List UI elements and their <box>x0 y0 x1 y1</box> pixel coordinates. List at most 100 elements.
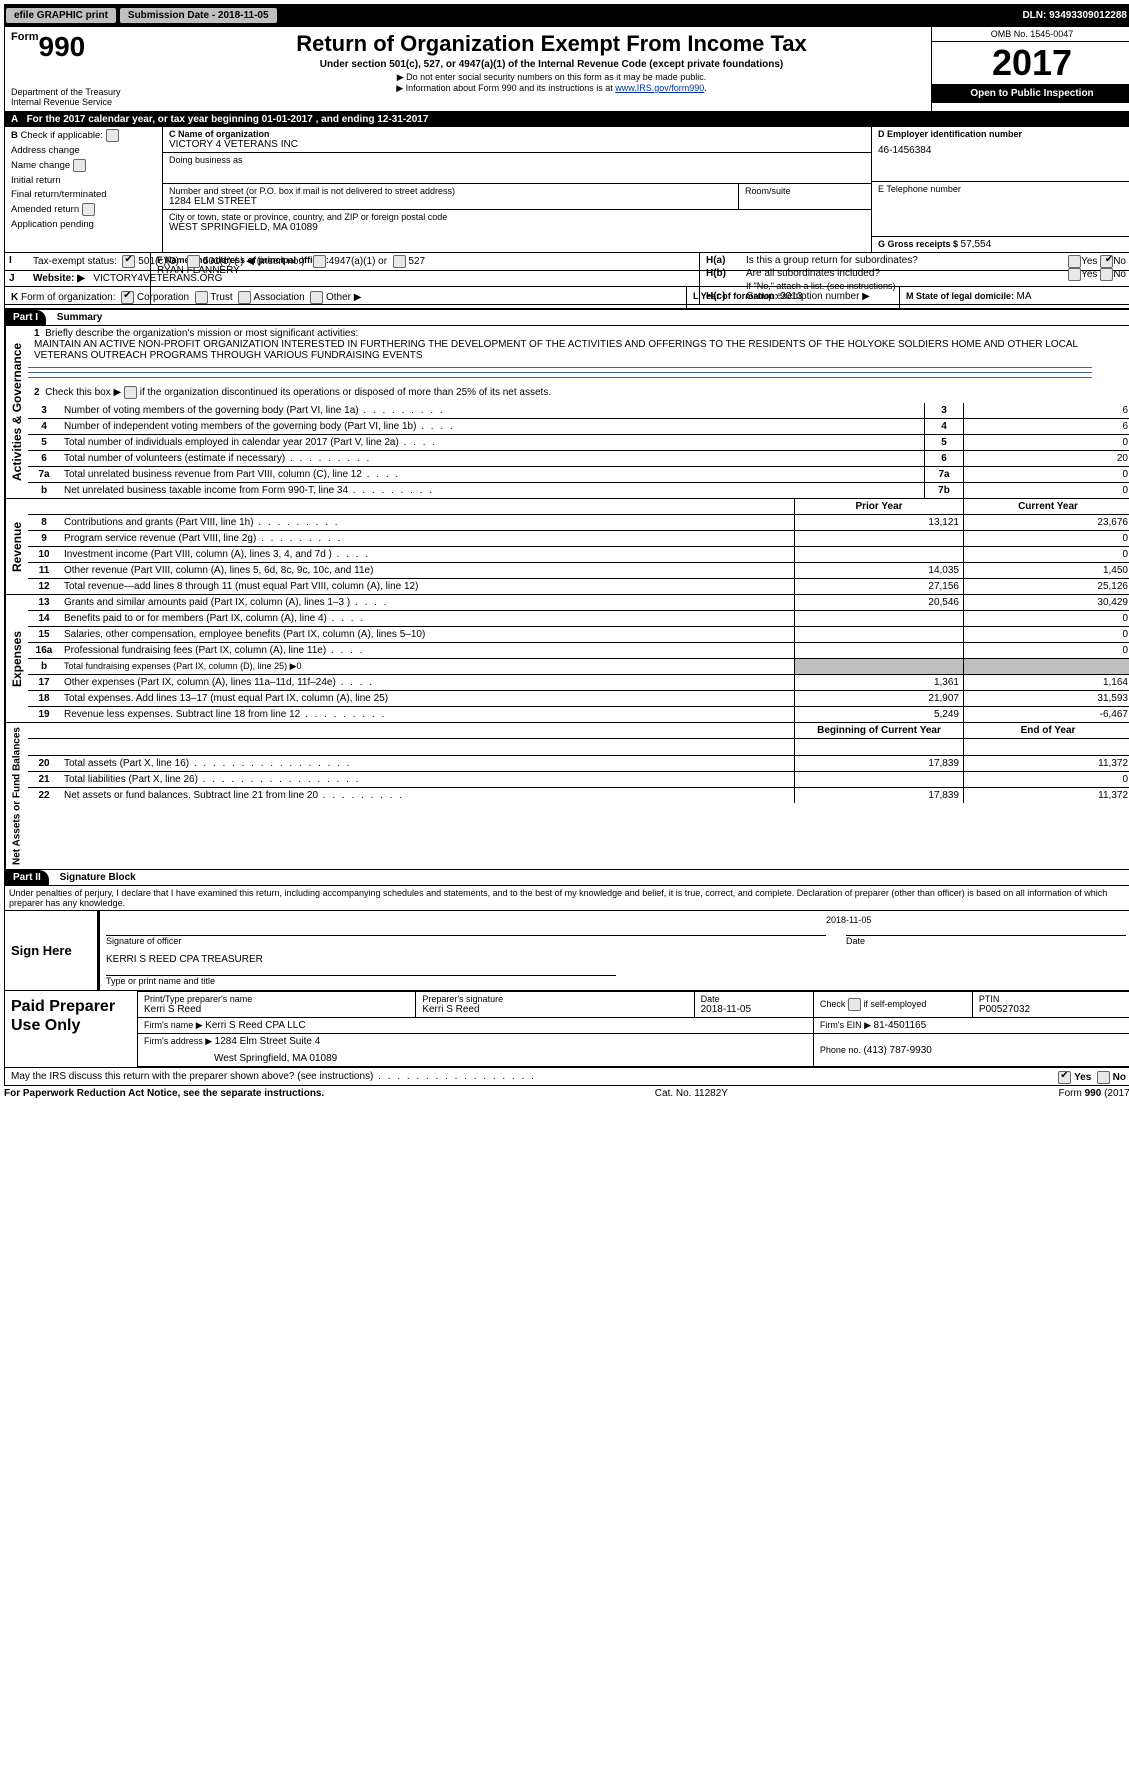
header-row: Prior YearCurrent Year <box>28 499 1129 515</box>
k-content: K Form of organization: Corporation Trus… <box>5 287 686 308</box>
table-row: 12Total revenue—add lines 8 through 11 (… <box>28 579 1129 595</box>
submission-date-label: Submission Date - <box>128 10 218 21</box>
side-expenses: Expenses <box>5 595 28 722</box>
c-city-cell: City or town, state or province, country… <box>163 210 871 235</box>
i-opt-2: 4947(a)(1) or <box>329 256 387 267</box>
table-row: 17Other expenses (Part IX, column (A), l… <box>28 675 1129 691</box>
note-ssn: ▶ Do not enter social security numbers o… <box>178 72 925 83</box>
line-a-text: For the 2017 calendar year, or tax year … <box>27 114 313 125</box>
firm-name-label: Firm's name ▶ <box>144 1020 205 1030</box>
checkbox-amended[interactable] <box>82 203 95 216</box>
footer-left: For Paperwork Reduction Act Notice, see … <box>4 1088 324 1099</box>
side-gov: Activities & Governance <box>5 326 28 498</box>
i-content: Tax-exempt status: 501(c)(3) 501(c) ( ) … <box>29 253 712 270</box>
checkbox-assoc[interactable] <box>238 291 251 304</box>
table-row: 6Total number of volunteers (estimate if… <box>28 451 1129 467</box>
c-city-label: City or town, state or province, country… <box>169 212 865 222</box>
ptin-value: P00527032 <box>979 1004 1125 1015</box>
footer-cat: Cat. No. 11282Y <box>655 1088 728 1099</box>
discuss-row: May the IRS discuss this return with the… <box>5 1067 1129 1085</box>
sig-date-label: Date <box>846 935 1126 946</box>
blank-line-2 <box>28 372 1092 373</box>
table-row: 14Benefits paid to or for members (Part … <box>28 611 1129 627</box>
checkbox-discontinued[interactable] <box>124 386 137 399</box>
preparer-date: 2018-11-05 <box>701 1004 807 1015</box>
discuss-text: May the IRS discuss this return with the… <box>11 1071 536 1082</box>
submission-date-value: 2018-11-05 <box>218 10 269 21</box>
expenses-section: Expenses 13Grants and similar amounts pa… <box>5 594 1129 722</box>
firm-phone: (413) 787-9930 <box>863 1045 931 1056</box>
b-item-1: Name change <box>11 160 70 171</box>
checkbox-self-employed[interactable] <box>848 998 861 1011</box>
k-opt-3: Other ▶ <box>326 292 361 303</box>
b-item-0: Address change <box>11 145 156 156</box>
l-content: L Year of formation: 2013 <box>686 287 899 308</box>
sign-here-block: Sign Here 2018-11-05 Signature of office… <box>5 910 1129 991</box>
c-dba-cell: Doing business as <box>163 153 871 184</box>
p-h2: Preparer's signature <box>422 994 687 1004</box>
net-table: Beginning of Current YearEnd of Year 20T… <box>28 723 1129 803</box>
gross-receipts: 57,554 <box>961 239 992 250</box>
entity-block: B Check if applicable: Address change Na… <box>5 127 1129 253</box>
checkbox-address-change[interactable] <box>106 129 119 142</box>
dln: DLN: 93493309012288 <box>1022 10 1129 21</box>
line-1: 1 Briefly describe the organization's mi… <box>28 326 1129 363</box>
omb-number: OMB No. 1545-0047 <box>932 27 1129 42</box>
table-row: bNet unrelated business taxable income f… <box>28 483 1129 499</box>
checkbox-501c3[interactable] <box>122 255 135 268</box>
table-row: 18Total expenses. Add lines 13–17 (must … <box>28 691 1129 707</box>
checkbox-527[interactable] <box>393 255 406 268</box>
k-opt-1: Trust <box>210 292 232 303</box>
form-subtitle: Under section 501(c), 527, or 4947(a)(1)… <box>238 59 865 70</box>
q1-label: Briefly describe the organization's miss… <box>45 328 358 339</box>
open-to-public: Open to Public Inspection <box>932 84 1129 103</box>
c-room-label: Room/suite <box>745 186 865 196</box>
checkbox-corp[interactable] <box>121 291 134 304</box>
gov-table: 3Number of voting members of the governi… <box>28 403 1129 498</box>
c-name-label: C Name of organization <box>169 129 865 139</box>
table-row: 3Number of voting members of the governi… <box>28 403 1129 419</box>
part-i-title: Summary <box>49 312 103 323</box>
box-e: E Telephone number <box>872 182 1129 237</box>
org-name: VICTORY 4 VETERANS INC <box>169 139 865 150</box>
g-label: G Gross receipts $ <box>878 239 961 249</box>
checkbox-501c[interactable] <box>187 255 200 268</box>
c-street-row: Number and street (or P.O. box if mail i… <box>163 184 871 210</box>
c-room-cell: Room/suite <box>738 184 871 209</box>
irs-link[interactable]: www.IRS.gov/form990 <box>615 83 704 93</box>
checkbox-discuss-no[interactable] <box>1097 1071 1110 1084</box>
blank-line-1 <box>28 367 1092 368</box>
section-b: B Check if applicable: Address change Na… <box>5 127 163 252</box>
p-h5: PTIN <box>979 994 1125 1004</box>
firm-addr-label: Firm's address ▶ <box>144 1036 215 1046</box>
l-label: L Year of formation: <box>693 291 780 301</box>
m-content: M State of legal domicile: MA <box>899 287 1129 308</box>
footer-right: Form 990 (2017) <box>1059 1088 1129 1099</box>
form-header: Form990 Department of the Treasury Inter… <box>5 27 1129 112</box>
dln-label: DLN: <box>1022 10 1049 21</box>
sign-here-label: Sign Here <box>5 911 97 990</box>
checkbox-discuss-yes[interactable] <box>1058 1071 1071 1084</box>
activities-governance-section: Activities & Governance 1 Briefly descri… <box>5 325 1129 498</box>
table-row: 5Total number of individuals employed in… <box>28 435 1129 451</box>
p-h1: Print/Type preparer's name <box>144 994 409 1004</box>
efile-button[interactable]: efile GRAPHIC print <box>6 8 116 23</box>
dept-treasury: Department of the Treasury <box>11 87 166 97</box>
officer-name: KERRI S REED CPA TREASURER <box>106 954 1126 965</box>
checkbox-trust[interactable] <box>195 291 208 304</box>
side-revenue: Revenue <box>5 499 28 594</box>
checkbox-4947[interactable] <box>313 255 326 268</box>
section-c: C Name of organization VICTORY 4 VETERAN… <box>163 127 871 252</box>
e-label: E Telephone number <box>878 184 1126 194</box>
c-name-cell: C Name of organization VICTORY 4 VETERAN… <box>163 127 871 153</box>
table-row: 20Total assets (Part X, line 16)17,83911… <box>28 756 1129 772</box>
state-domicile: MA <box>1017 291 1032 302</box>
i-opt-0: 501(c)(3) <box>138 256 179 267</box>
header-right: OMB No. 1545-0047 2017 Open to Public In… <box>931 27 1129 111</box>
table-row: 16aProfessional fundraising fees (Part I… <box>28 643 1129 659</box>
checkbox-name-change[interactable] <box>73 159 86 172</box>
part-i-header: Part I Summary <box>5 309 1129 325</box>
table-row: 22Net assets or fund balances. Subtract … <box>28 788 1129 804</box>
checkbox-other[interactable] <box>310 291 323 304</box>
submission-date-chip: Submission Date - 2018-11-05 <box>120 8 277 23</box>
